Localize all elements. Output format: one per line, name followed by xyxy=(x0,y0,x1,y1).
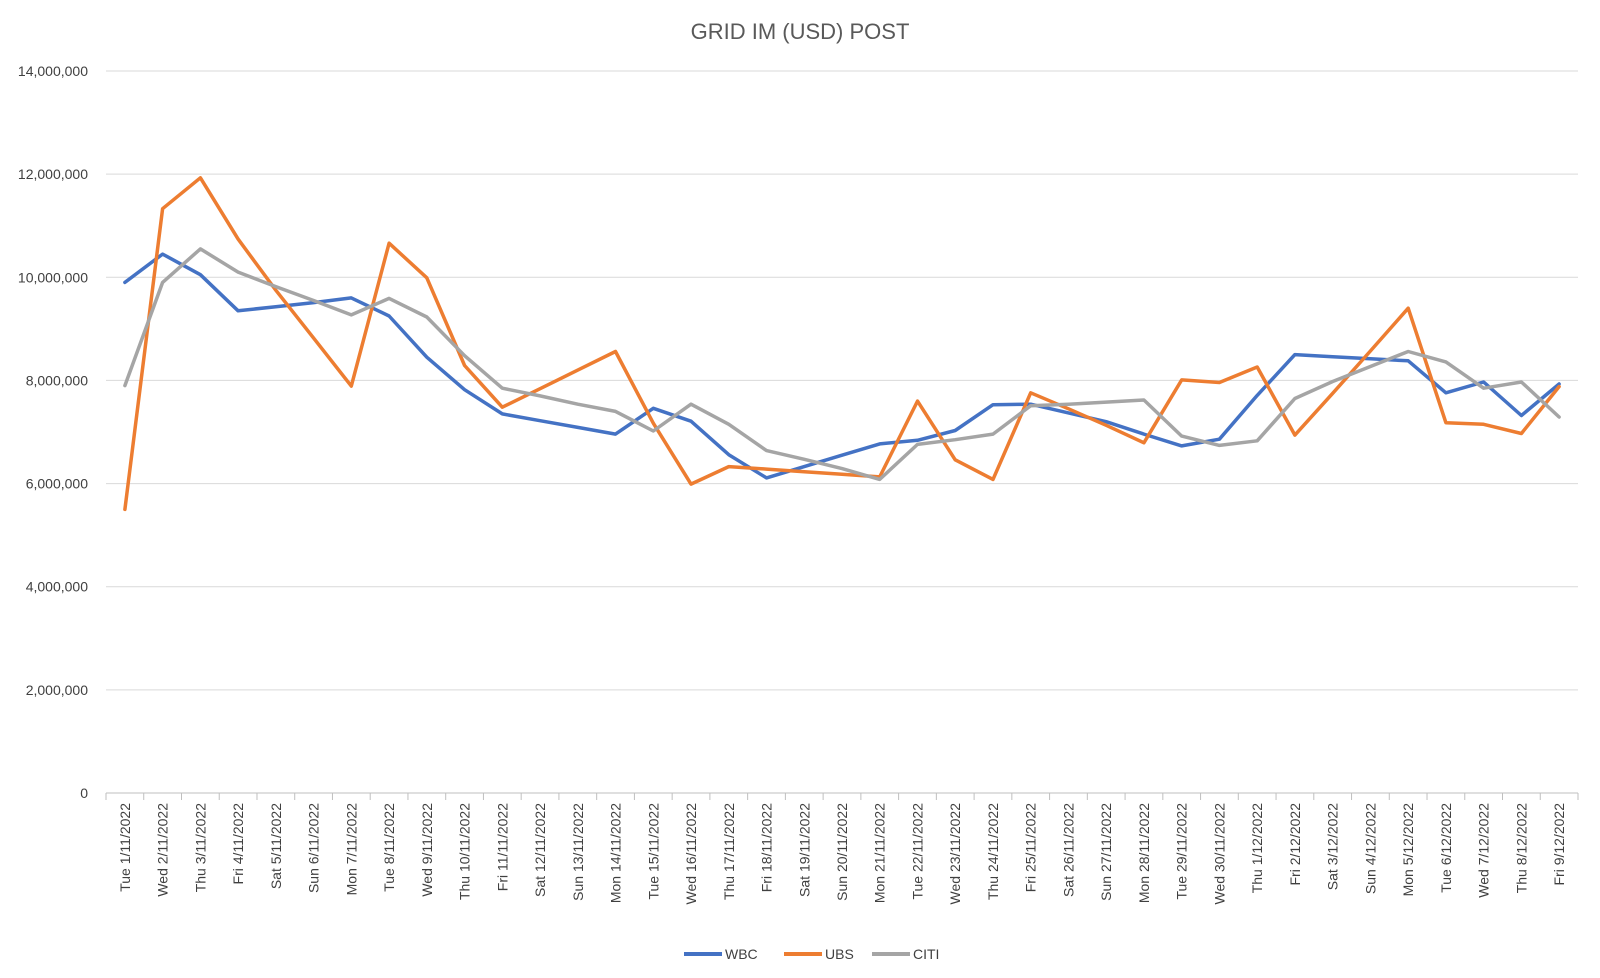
x-tick-label: Mon 14/11/2022 xyxy=(608,803,624,903)
y-tick-label: 0 xyxy=(80,785,88,801)
legend-label-wbc: WBC xyxy=(725,946,758,962)
y-tick-label: 10,000,000 xyxy=(18,269,88,285)
x-tick-label: Sun 20/11/2022 xyxy=(834,803,850,901)
x-tick-label: Thu 8/12/2022 xyxy=(1513,803,1529,894)
x-tick-label: Wed 30/11/2022 xyxy=(1211,803,1227,905)
series-lines xyxy=(123,176,1561,512)
x-tick-label: Sun 6/11/2022 xyxy=(306,803,322,893)
x-tick-label: Thu 1/12/2022 xyxy=(1249,803,1265,894)
x-tick-label: Sat 3/12/2022 xyxy=(1325,803,1341,890)
x-tick-label: Mon 5/12/2022 xyxy=(1400,803,1416,897)
legend: WBC UBS CITI xyxy=(684,946,939,962)
x-tick-label: Sat 19/11/2022 xyxy=(796,803,812,897)
x-tick-label: Tue 6/12/2022 xyxy=(1438,803,1454,893)
x-tick-label: Wed 23/11/2022 xyxy=(947,803,963,905)
legend-label-ubs: UBS xyxy=(825,946,854,962)
y-tick-label: 8,000,000 xyxy=(26,372,88,388)
y-tick-label: 6,000,000 xyxy=(26,476,88,492)
chart-title: GRID IM (USD) POST xyxy=(691,19,910,44)
x-tick-label: Tue 8/11/2022 xyxy=(381,803,397,892)
x-tick-label: Thu 10/11/2022 xyxy=(457,803,473,900)
series-line-ubs xyxy=(123,176,1561,512)
x-tick-label: Fri 9/12/2022 xyxy=(1551,803,1567,886)
x-tick-label: Thu 24/11/2022 xyxy=(985,803,1001,900)
legend-label-citi: CITI xyxy=(913,946,939,962)
x-tick-label: Sat 26/11/2022 xyxy=(1060,803,1076,897)
x-tick-label: Fri 18/11/2022 xyxy=(759,803,775,892)
x-tick-label: Thu 3/11/2022 xyxy=(192,803,208,892)
x-tick-label: Wed 7/12/2022 xyxy=(1476,803,1492,898)
x-tick-label: Thu 17/11/2022 xyxy=(721,803,737,900)
x-tick-label: Fri 11/11/2022 xyxy=(494,803,510,891)
y-axis-ticks: 0 2,000,000 4,000,000 6,000,000 8,000,000 10,… xyxy=(18,63,88,801)
series-line-citi xyxy=(123,247,1561,482)
x-tick-label: Sat 12/11/2022 xyxy=(532,803,548,897)
x-tick-label: Wed 16/11/2022 xyxy=(683,803,699,905)
y-tick-label: 14,000,000 xyxy=(18,63,88,79)
x-tick-label: Mon 7/11/2022 xyxy=(343,803,359,896)
y-tick-label: 4,000,000 xyxy=(26,579,88,595)
x-tick-label: Fri 25/11/2022 xyxy=(1023,803,1039,892)
x-tick-label: Fri 4/11/2022 xyxy=(230,803,246,885)
x-tick-label: Fri 2/12/2022 xyxy=(1287,803,1303,886)
x-tick-label: Sun 27/11/2022 xyxy=(1098,803,1114,901)
y-tick-label: 12,000,000 xyxy=(18,166,88,182)
series-line-wbc xyxy=(123,252,1561,480)
x-tick-label: Mon 28/11/2022 xyxy=(1136,803,1152,903)
x-tick-label: Wed 2/11/2022 xyxy=(155,803,171,897)
x-tick-label: Mon 21/11/2022 xyxy=(872,803,888,903)
x-tick-label: Tue 29/11/2022 xyxy=(1174,803,1190,900)
x-tick-label: Tue 1/11/2022 xyxy=(117,803,133,892)
y-tick-label: 2,000,000 xyxy=(26,682,88,698)
x-tick-label: Tue 22/11/2022 xyxy=(909,803,925,900)
x-tick-label: Sun 13/11/2022 xyxy=(570,803,586,901)
x-tick-label: Sat 5/11/2022 xyxy=(268,803,284,889)
x-tick-label: Wed 9/11/2022 xyxy=(419,803,435,897)
x-tick-label: Tue 15/11/2022 xyxy=(645,803,661,900)
x-tick-label: Sun 4/12/2022 xyxy=(1362,803,1378,894)
x-axis: Tue 1/11/2022 Wed 2/11/2022 Thu 3/11/2022 F… xyxy=(105,792,1579,905)
